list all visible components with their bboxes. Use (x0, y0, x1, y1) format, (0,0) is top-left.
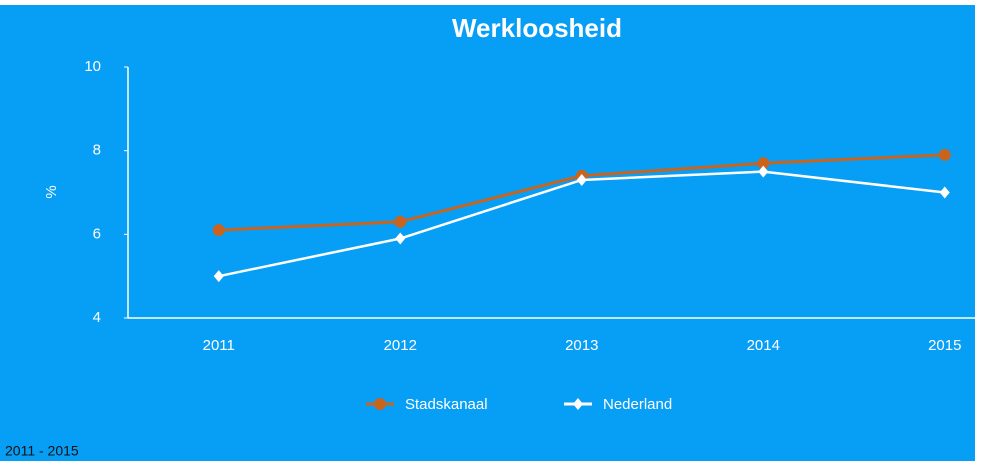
x-tick-label: 2013 (565, 337, 598, 354)
marker (212, 224, 225, 237)
x-tick-label: 2011 (203, 337, 235, 354)
y-axis-label: % (43, 185, 60, 198)
marker (395, 232, 406, 245)
x-tick-label: 2014 (747, 337, 780, 354)
legend-label: Nederland (603, 396, 672, 413)
marker (939, 186, 950, 199)
y-tick-label: 6 (93, 225, 101, 242)
x-tick-label: 2012 (384, 337, 417, 354)
y-tick-label: 10 (84, 58, 101, 75)
marker (394, 215, 407, 228)
marker (573, 398, 583, 410)
marker (938, 148, 951, 161)
footnote: 2011 - 2015 (5, 443, 79, 459)
marker (374, 398, 386, 410)
marker (757, 157, 770, 170)
legend-label: Stadskanaal (405, 396, 488, 413)
chart-title: Werkloosheid (452, 13, 622, 43)
y-tick-label: 4 (93, 309, 101, 326)
background (0, 5, 975, 461)
marker (758, 165, 769, 178)
marker (213, 270, 224, 283)
x-tick-label: 2015 (928, 337, 961, 354)
y-tick-label: 8 (93, 142, 101, 159)
marker (576, 173, 587, 186)
